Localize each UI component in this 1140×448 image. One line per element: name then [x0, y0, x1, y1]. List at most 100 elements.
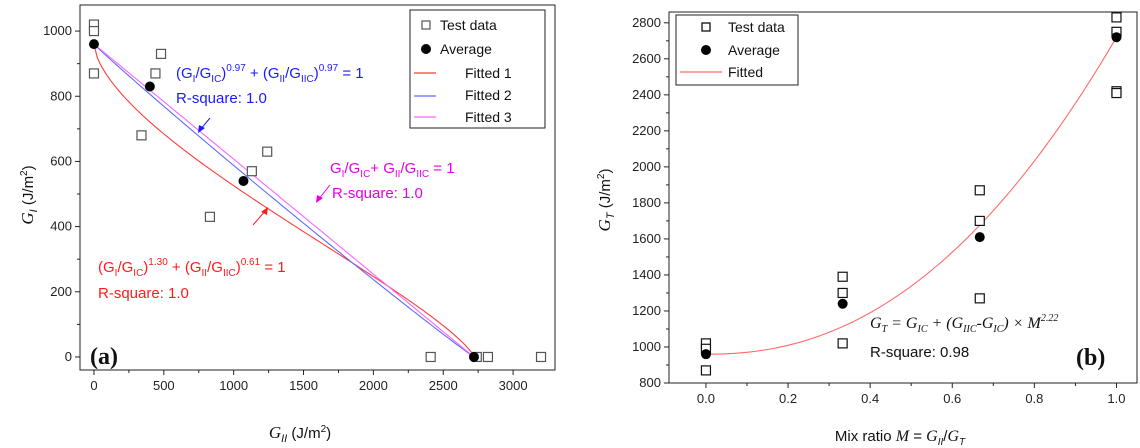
chart-a-annotation-fit2-r2: R-square: 1.0 [176, 90, 267, 107]
data-point-test-data [1111, 12, 1122, 23]
x-tick-label: 0.4 [861, 391, 879, 406]
legend-a-label-fitted-1: Fitted 1 [465, 65, 512, 81]
legend-b-marker-test-data [701, 22, 711, 32]
data-point-test-data [974, 293, 985, 304]
chart-b-legend: Test data Average Fitted [675, 14, 799, 86]
chart-a-arrowhead-fit2 [198, 125, 205, 133]
y-tick-label: 600 [50, 153, 72, 168]
data-point-test-data [262, 146, 273, 157]
data-point-test-data [837, 287, 848, 299]
data-point-test-data [482, 351, 494, 363]
x-tick-label: 1.0 [1107, 391, 1125, 406]
y-tick-label: 1000 [43, 23, 72, 38]
y-tick-label: 400 [50, 219, 72, 234]
data-point-average [88, 39, 99, 50]
chart-a: 0 500 1000 1500 2000 2500 3000 0 200 400 600 800 10… [18, 4, 556, 445]
series-line-fitted-2 [93, 43, 475, 358]
data-point-test-data [535, 351, 547, 363]
data-point-test-data [150, 68, 161, 79]
chart-b-ylabel: GT (J/m2) [595, 169, 617, 232]
x-tick-label: 0.2 [779, 391, 797, 406]
chart-a-ylabel: GI (J/m2) [18, 165, 40, 224]
legend-a-label-fitted-2: Fitted 2 [465, 87, 512, 103]
x-tick-label: 0.8 [1025, 391, 1043, 406]
data-point-test-data [88, 25, 100, 37]
chart-a-annotation-fit1-equation: (GI/GIC)1.30 + (GII/GIIC)0.61 = 1 [98, 257, 286, 279]
chart-a-annotation-fit2-equation: (GI/GIC)0.97 + (GII/GIIC)0.97 = 1 [176, 63, 364, 85]
data-point-test-data [837, 271, 848, 282]
chart-a-annotation-fit3-r2: R-square: 1.0 [332, 185, 423, 202]
y-tick-label: 2600 [632, 51, 661, 66]
legend-a-label-test-data: Test data [440, 17, 497, 33]
legend-a-marker-test-data [421, 20, 431, 30]
data-point-average [700, 349, 711, 360]
chart-a-arrowhead-fit3 [316, 195, 323, 203]
chart-b-xlabel: Mix ratio M = GII/GT [835, 428, 966, 448]
chart-b: 0.0 0.2 0.4 0.6 0.8 1.0 800 1000 1200 1400 1600 18… [595, 11, 1138, 448]
y-tick-label: 1400 [632, 267, 661, 282]
data-point-test-data [425, 351, 436, 363]
y-tick-label: 0 [65, 349, 72, 364]
data-point-test-data [88, 68, 100, 79]
data-point-average [468, 351, 479, 362]
legend-b-label-fitted: Fitted [728, 64, 763, 80]
chart-b-panel-label: (b) [1076, 345, 1105, 371]
series-line-fitted-1 [93, 43, 475, 358]
x-tick-label: 0.6 [943, 391, 961, 406]
x-tick-label: 1000 [219, 378, 248, 393]
data-point-test-data [837, 338, 848, 349]
y-tick-label: 1200 [632, 303, 661, 318]
legend-a-label-fitted-3: Fitted 3 [465, 109, 512, 125]
data-point-test-data [204, 211, 216, 222]
chart-a-legend-box [409, 9, 546, 129]
data-point-test-data [974, 185, 985, 196]
y-tick-label: 1600 [632, 231, 661, 246]
chart-a-panel-label: (a) [90, 344, 118, 370]
y-tick-label: 1800 [632, 195, 661, 210]
data-point-average [238, 175, 249, 186]
x-tick-label: 1500 [289, 378, 318, 393]
x-tick-label: 500 [153, 378, 175, 393]
y-tick-label: 800 [639, 375, 661, 390]
series-line-fitted [705, 36, 1117, 355]
y-tick-label: 2800 [632, 15, 661, 30]
data-point-test-data [155, 48, 167, 59]
y-tick-label: 800 [50, 88, 72, 103]
chart-b-legend-box [675, 14, 799, 86]
y-tick-label: 1000 [632, 339, 661, 354]
data-point-average [1111, 32, 1122, 43]
chart-a-legend: Test data Average Fitted 1 Fitted 2 Fitt… [409, 9, 546, 129]
series-line-fitted-3 [93, 43, 475, 358]
x-tick-label: 2000 [359, 378, 388, 393]
data-point-test-data [1111, 87, 1122, 99]
x-tick-label: 0.0 [697, 391, 715, 406]
data-point-test-data [246, 166, 257, 177]
legend-b-label-average: Average [728, 42, 780, 58]
data-point-test-data [136, 130, 147, 141]
chart-a-annotation-fit3-equation: GI/GIC+ GII/GIIC = 1 [330, 160, 455, 180]
chart-b-annotation-equation: GT = GIC + (GIIC-GIC) × M2.22 [870, 313, 1058, 335]
chart-a-annotation-fit1-r2: R-square: 1.0 [98, 285, 189, 302]
legend-b-label-test-data: Test data [728, 19, 785, 35]
chart-b-frame [668, 11, 1138, 384]
chart-b-annotation-r2: R-square: 0.98 [870, 344, 969, 361]
data-point-test-data [700, 365, 712, 376]
y-tick-label: 2200 [632, 123, 661, 138]
y-tick-label: 200 [50, 284, 72, 299]
chart-a-arrowhead-fit1 [261, 207, 268, 215]
data-point-average [974, 232, 985, 243]
data-point-average [144, 81, 155, 92]
data-point-test-data [974, 215, 985, 227]
x-tick-label: 0 [90, 378, 97, 393]
data-point-average [837, 298, 848, 309]
legend-a-label-average: Average [440, 41, 492, 57]
x-tick-label: 3000 [499, 378, 528, 393]
legend-b-marker-average [701, 45, 711, 55]
y-tick-label: 2400 [632, 87, 661, 102]
y-tick-label: 2000 [632, 159, 661, 174]
legend-a-marker-average [421, 44, 431, 54]
x-tick-label: 2500 [429, 378, 458, 393]
chart-a-frame [79, 4, 556, 371]
